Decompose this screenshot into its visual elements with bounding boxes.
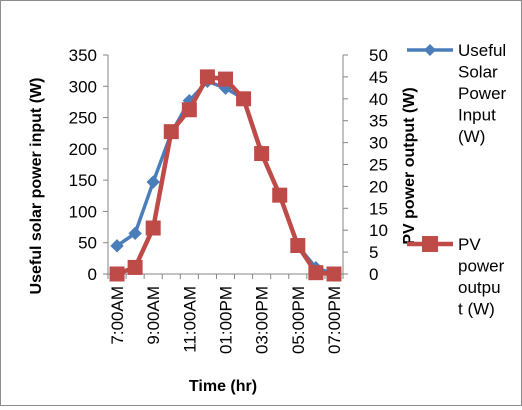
legend-label-line: (W) bbox=[458, 127, 485, 146]
legend-entry-2: PV power outpu t (W) bbox=[407, 235, 505, 319]
y2-tick-label: 30 bbox=[369, 134, 388, 153]
y-tick-label: 200 bbox=[69, 140, 97, 159]
data-point-square bbox=[272, 187, 288, 203]
legend-marker-square bbox=[422, 236, 438, 252]
legend-label-line: Solar bbox=[458, 63, 498, 82]
legend-marker-diamond bbox=[424, 44, 436, 56]
y-tick-label: 250 bbox=[69, 109, 97, 128]
y-tick-label: 150 bbox=[69, 171, 97, 190]
legend-label-line: t (W) bbox=[458, 300, 495, 319]
x-tick-label: 11:00AM bbox=[180, 286, 199, 353]
y2-tick-label: 20 bbox=[369, 177, 388, 196]
legend-label-line: Useful bbox=[458, 41, 506, 60]
x-tick-label: 9:00AM bbox=[144, 286, 163, 345]
data-point-square bbox=[326, 266, 342, 282]
x-tick-label: 7:00AM bbox=[108, 286, 127, 345]
data-point-diamond bbox=[128, 226, 142, 241]
data-point-square bbox=[236, 91, 252, 107]
series-2 bbox=[109, 69, 342, 282]
y2-tick-label: 5 bbox=[369, 243, 378, 262]
y-tick-label: 0 bbox=[88, 265, 97, 284]
y-tick-label: 100 bbox=[69, 202, 97, 221]
y-tick-label: 300 bbox=[69, 77, 97, 96]
legend-label-line: power bbox=[458, 257, 505, 276]
legend-label-line: outpu bbox=[458, 278, 501, 297]
x-tick-label: 05:00PM bbox=[289, 286, 308, 354]
y2-tick-label: 25 bbox=[369, 156, 388, 175]
data-point-square bbox=[290, 238, 306, 254]
y2-tick-label: 0 bbox=[369, 265, 378, 284]
data-point-square bbox=[181, 102, 197, 118]
y2-tick-label: 45 bbox=[369, 68, 388, 87]
y-tick-label: 350 bbox=[69, 46, 97, 65]
data-point-diamond bbox=[110, 239, 124, 253]
data-point-square bbox=[254, 146, 270, 162]
y2-axis-title: PV power output (W) bbox=[401, 87, 418, 244]
y-tick-label: 50 bbox=[78, 234, 97, 253]
y2-tick-label: 10 bbox=[369, 221, 388, 240]
legend-label-line: PV bbox=[458, 235, 481, 254]
data-point-square bbox=[163, 124, 179, 140]
chart-legend: Useful Solar Power Input (W) PV power outpu t (W… bbox=[407, 41, 507, 319]
legend-entry-1: Useful Solar Power Input (W) bbox=[407, 41, 507, 146]
y-axis-title: Useful solar power input (W) bbox=[28, 78, 45, 295]
data-point-square bbox=[218, 71, 233, 87]
data-point-diamond bbox=[146, 175, 160, 189]
chart-axes: 0 50 100 150 200 250 300 350 0 5 10 15 20 25 30 35 40 45 5… bbox=[69, 46, 388, 354]
y2-tick-label: 50 bbox=[369, 46, 388, 65]
x-tick-label: 07:00PM bbox=[325, 286, 344, 354]
x-tick-label: 03:00PM bbox=[253, 286, 272, 354]
x-axis-title: Time (hr) bbox=[189, 378, 257, 395]
y2-tick-label: 35 bbox=[369, 112, 388, 131]
y2-tick-label: 40 bbox=[369, 90, 388, 109]
legend-label-line: Power bbox=[458, 84, 507, 103]
data-point-square bbox=[145, 220, 161, 236]
data-point-square bbox=[308, 265, 324, 281]
data-point-square bbox=[127, 259, 143, 275]
x-tick-label: 01:00PM bbox=[217, 286, 236, 354]
chart-series bbox=[109, 69, 342, 282]
data-point-square bbox=[109, 266, 125, 282]
legend-label-line: Input bbox=[458, 106, 496, 125]
data-point-square bbox=[199, 69, 215, 85]
y2-tick-label: 15 bbox=[369, 199, 388, 218]
